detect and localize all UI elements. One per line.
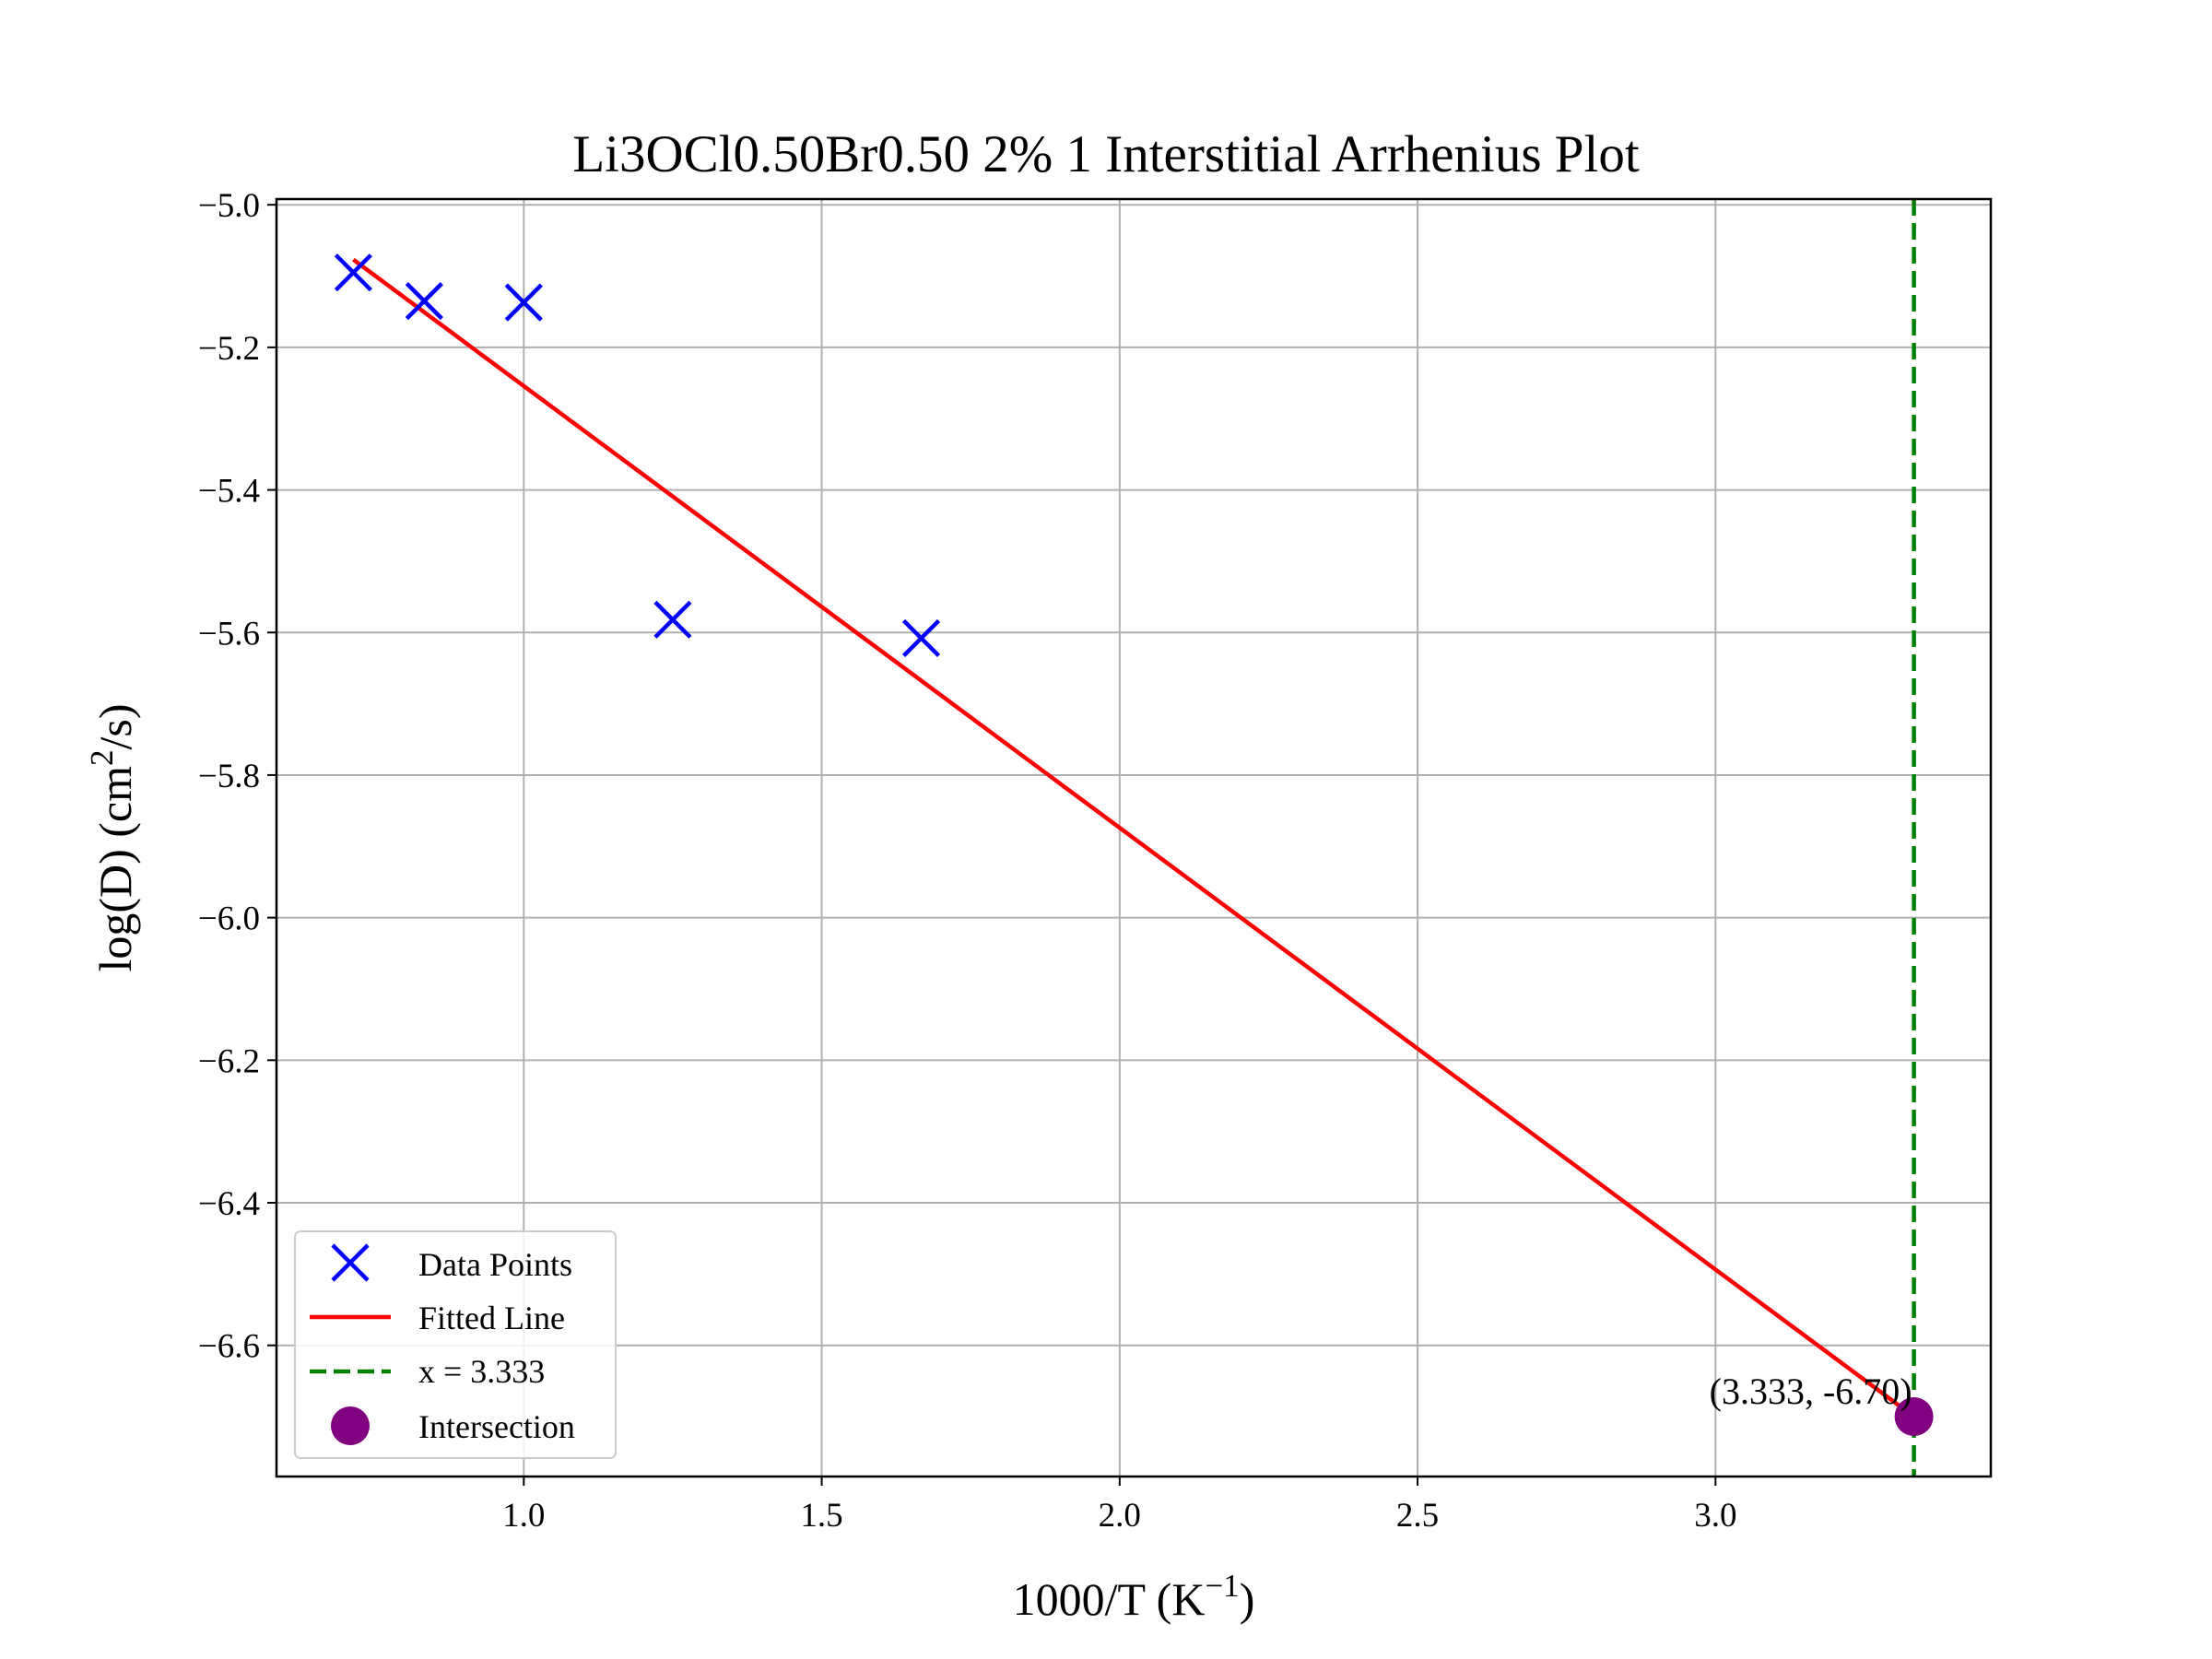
y-tick-label: −6.0: [198, 900, 260, 938]
y-tick-label: −6.6: [198, 1328, 260, 1366]
y-tick-label: −5.8: [198, 758, 260, 795]
y-tick-label: −5.6: [198, 615, 260, 653]
legend-item-vertical-line: x = 3.333: [310, 1353, 545, 1390]
data-point: [405, 282, 443, 321]
x-tick-label: 2.0: [1099, 1497, 1141, 1535]
y-tick-label: −6.2: [198, 1042, 260, 1080]
legend-purple-dot-icon: [331, 1406, 370, 1445]
x-tick-label: 1.5: [800, 1497, 842, 1535]
chart-title: Li3OCl0.50Br0.50 2% 1 Interstitial Arrhe…: [572, 125, 1640, 183]
data-point: [334, 253, 372, 292]
legend-item-data-points: Data Points: [331, 1243, 572, 1283]
legend-label: x = 3.333: [418, 1353, 545, 1390]
grid: [276, 199, 1991, 1477]
legend-x-marker-icon: [331, 1243, 370, 1282]
y-tick-label: −6.4: [198, 1185, 260, 1223]
legend-frame: [294, 1230, 617, 1459]
y-tick-label: −5.2: [198, 330, 260, 368]
x-tick-label: 1.0: [502, 1497, 545, 1535]
legend-item-fitted-line: Fitted Line: [310, 1300, 565, 1336]
fitted-line: [352, 257, 1915, 1418]
data-point: [901, 618, 941, 658]
legend: Data Points Fitted Line x = 3.333 Inters…: [294, 1230, 617, 1459]
x-axis-ticks: 1.0 1.5 2.0 2.5 3.0: [502, 1477, 1736, 1535]
legend-label: Fitted Line: [418, 1300, 565, 1336]
legend-label: Intersection: [418, 1408, 575, 1445]
x-tick-label: 2.5: [1396, 1497, 1439, 1535]
y-tick-label: −5.4: [198, 473, 260, 511]
y-axis-ticks: −5.0 −5.2 −5.4 −5.6 −5.8 −6.0 −6.2 −6.4 −6.6: [198, 187, 276, 1366]
y-axis-label-superscript: 2: [84, 749, 120, 766]
plot-series: [334, 199, 1934, 1477]
data-point: [653, 600, 692, 639]
intersection-annotation: (3.333, -6.70): [1710, 1371, 1912, 1412]
legend-label: Data Points: [418, 1246, 572, 1283]
plot-frame: [275, 197, 1993, 1478]
y-tick-label: −5.0: [198, 187, 260, 225]
x-axis-label-superscript: −1: [1205, 1568, 1239, 1604]
x-tick-label: 3.0: [1694, 1497, 1736, 1535]
y-axis-label: log(D) (cm2/s): [84, 703, 141, 971]
data-point: [504, 283, 543, 322]
intersection-point: [1894, 1397, 1934, 1437]
legend-item-intersection: Intersection: [331, 1406, 575, 1445]
x-axis-label: 1000/T (K−1): [1013, 1568, 1255, 1625]
